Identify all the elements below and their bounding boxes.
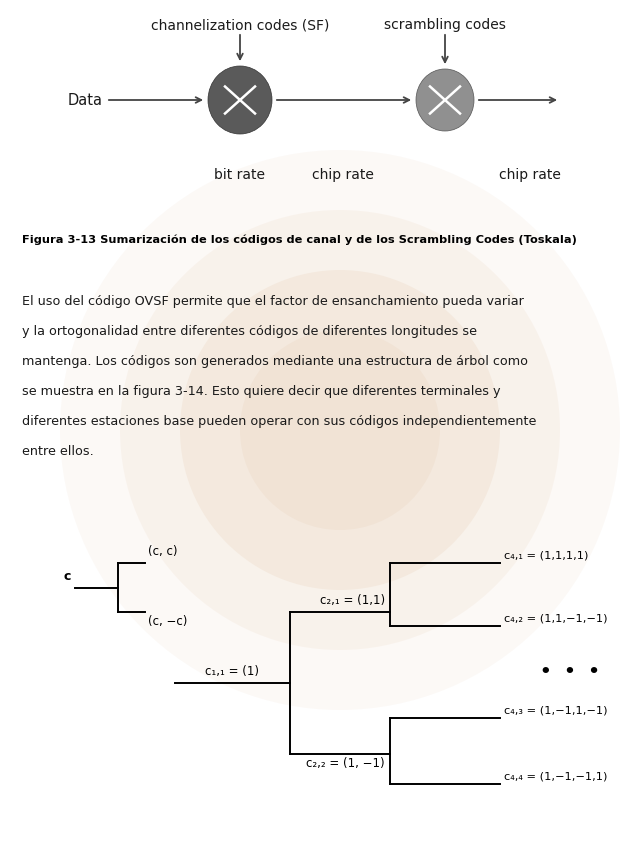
Text: (c, −c): (c, −c) [148,615,187,628]
Text: Figura 3-13 Sumarización de los códigos de canal y de los Scrambling Codes (Tosk: Figura 3-13 Sumarización de los códigos … [22,234,577,245]
Text: c₄,₃ = (1,−1,1,−1): c₄,₃ = (1,−1,1,−1) [504,705,608,715]
Text: mantenga. Los códigos son generados mediante una estructura de árbol como: mantenga. Los códigos son generados medi… [22,355,528,368]
Text: se muestra en la figura 3-14. Esto quiere decir que diferentes terminales y: se muestra en la figura 3-14. Esto quier… [22,385,500,398]
Text: y la ortogonalidad entre diferentes códigos de diferentes longitudes se: y la ortogonalidad entre diferentes códi… [22,325,477,338]
Text: c₄,₁ = (1,1,1,1): c₄,₁ = (1,1,1,1) [504,550,588,560]
Text: El uso del código OVSF permite que el factor de ensanchamiento pueda variar: El uso del código OVSF permite que el fa… [22,295,524,308]
Text: c: c [64,569,71,583]
Text: •  •  •: • • • [540,663,600,681]
Ellipse shape [416,69,474,131]
Text: bit rate: bit rate [215,168,266,182]
Circle shape [180,270,500,590]
Text: diferentes estaciones base pueden operar con sus códigos independientemente: diferentes estaciones base pueden operar… [22,415,536,428]
Text: c₂,₁ = (1,1): c₂,₁ = (1,1) [320,594,385,607]
Circle shape [120,210,560,650]
Text: chip rate: chip rate [499,168,561,182]
Ellipse shape [208,66,272,134]
Text: c₄,₂ = (1,1,−1,−1): c₄,₂ = (1,1,−1,−1) [504,613,608,623]
Text: entre ellos.: entre ellos. [22,445,94,458]
Text: chip rate: chip rate [312,168,374,182]
Text: (c, c): (c, c) [148,545,177,558]
Circle shape [240,330,440,530]
Text: scrambling codes: scrambling codes [384,18,506,32]
Circle shape [60,150,620,710]
Text: c₄,₄ = (1,−1,−1,1): c₄,₄ = (1,−1,−1,1) [504,771,608,781]
Text: Data: Data [68,92,103,108]
Text: channelization codes (SF): channelization codes (SF) [151,18,329,32]
Text: c₁,₁ = (1): c₁,₁ = (1) [205,665,259,678]
Text: c₂,₂ = (1, −1): c₂,₂ = (1, −1) [306,757,385,770]
